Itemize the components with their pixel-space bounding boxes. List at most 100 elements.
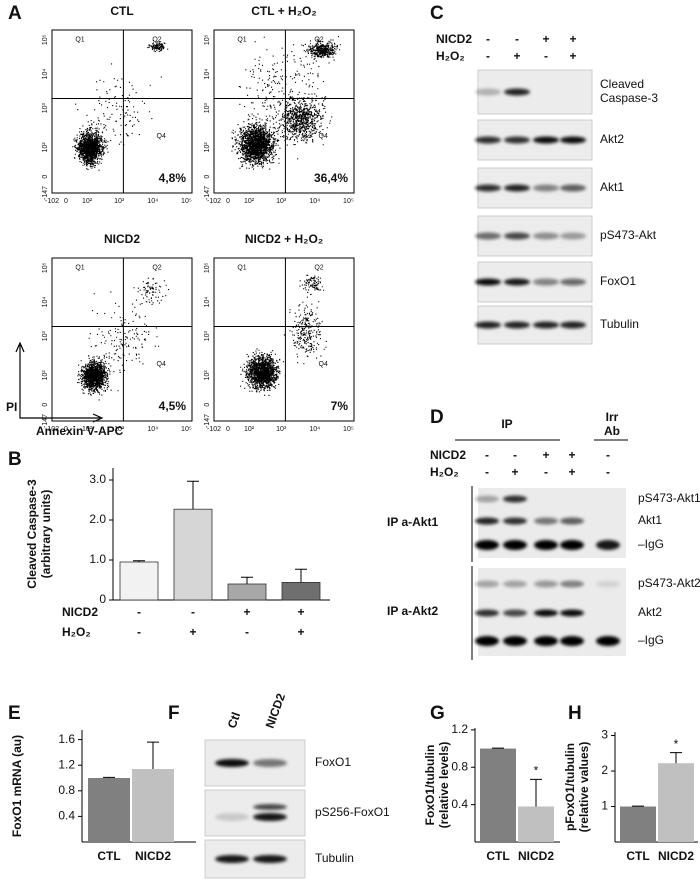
plot-frame [213,29,355,194]
panel-letter: H [568,703,582,724]
band [560,278,586,286]
band [560,609,584,617]
dots [231,36,341,170]
error-bar [241,576,253,584]
x-tick-label: 10³ [276,198,287,205]
x-tick-label: NICD2 [518,849,554,863]
y-tick-label: -147 [204,414,211,428]
y-tick-label: 0.8 [58,783,75,797]
y-tick-label: 10³ [204,331,211,342]
condition-sign: + [511,465,518,479]
bar [518,806,554,842]
bar [620,806,656,842]
condition-sign: + [568,465,575,479]
band [504,184,530,192]
y-tick-label: 10⁵ [204,262,211,273]
y-tick-label: 3 [601,728,608,742]
condition-label: NICD2 [62,605,98,619]
y-tick-label: 1.2 [451,722,468,736]
blot-strip [204,789,306,837]
y-axis-label: FoxO1 mRNA (au) [10,735,24,837]
band [475,88,501,96]
y-axis-label: (arbitrary units) [39,490,53,579]
band [534,517,558,525]
band [215,855,249,863]
band [475,517,499,525]
y-tick-label: -147 [204,186,211,200]
condition-sign: + [513,49,520,63]
bar-chart [109,468,330,601]
band [253,804,287,810]
band [534,636,558,646]
significance-mark: * [534,764,539,778]
band [560,540,584,550]
x-tick-label: 0 [64,426,68,433]
condition-sign: + [189,625,196,639]
condition-sign: - [515,32,519,46]
y-tick-label: -147 [42,186,49,200]
panel-letter: A [8,3,22,24]
band [475,136,501,144]
condition-sign: - [486,49,490,63]
y-tick-label: 0.4 [58,809,75,823]
x-tick-label: NICD2 [658,849,694,863]
dots [240,274,327,396]
x-tick-label: 10⁴ [147,198,158,205]
error-bar [670,752,682,764]
y-tick-label: 0.4 [451,797,468,811]
band-label: Akt1 [600,180,624,194]
quadrant-label: Q1 [237,265,246,272]
band [560,580,584,588]
percent-label: 4,8% [159,171,187,185]
x-tick-label: -102 [207,426,221,433]
band [596,580,620,588]
quadrant-label: Q4 [157,361,166,368]
condition-sign: + [569,49,576,63]
condition-sign: - [606,448,610,462]
bar [88,778,130,842]
condition-sign: + [569,32,576,46]
band [504,136,530,144]
x-tick-label: -102 [45,198,59,205]
x-tick-label: 10⁴ [309,426,320,433]
y-tick-label: 0 [204,403,211,407]
plot-frame [213,257,355,422]
x-tick-label: 10² [244,198,255,205]
band [475,184,501,192]
plot-title: CTL + H₂O₂ [251,4,316,18]
band [475,540,499,550]
band [504,321,530,329]
bar [480,748,516,842]
band [533,184,559,192]
band [560,636,584,646]
condition-label: H₂O₂ [62,625,91,639]
condition-sign: - [245,625,249,639]
x-tick-label: -102 [207,198,221,205]
band [534,540,558,550]
band [253,813,287,821]
blot-strip [204,839,306,879]
y-axis-label: (relative values) [577,742,591,833]
x-tick-label: CTL [626,849,649,863]
x-tick-label: 10² [82,198,93,205]
condition-sign: + [297,605,304,619]
band [475,580,499,588]
y-tick-label: 10³ [42,103,49,114]
x-tick-label: 10⁴ [147,426,158,433]
condition-sign: - [606,465,610,479]
band [596,540,620,550]
band [533,232,559,240]
band [475,321,501,329]
band [503,540,527,550]
plot-title: CTL [110,4,133,18]
condition-sign: + [568,448,575,462]
ip-label: IP [501,417,512,431]
y-tick-label: 0 [99,592,106,606]
y-tick-label: 1.2 [58,757,75,771]
y-tick-label: 10⁴ [42,297,49,308]
band [534,580,558,588]
panel-letter: E [8,703,21,724]
flow-plot [51,257,193,422]
lane-label: Ctl [225,710,244,730]
condition-label: NICD2 [436,32,472,46]
